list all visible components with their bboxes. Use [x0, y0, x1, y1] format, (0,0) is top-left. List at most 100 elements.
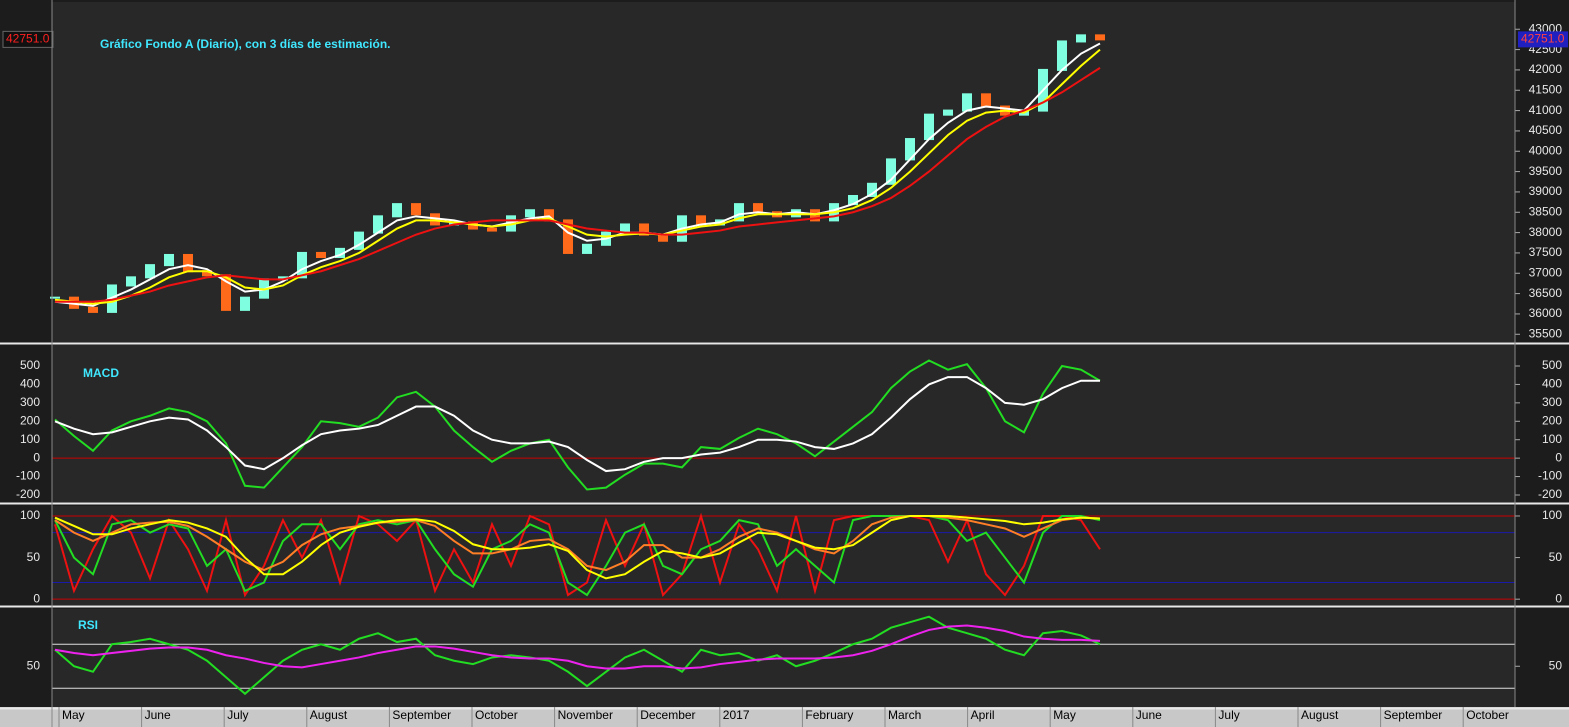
price-candle — [392, 203, 402, 218]
panel — [52, 345, 1515, 502]
price-candle — [981, 93, 991, 108]
series-line — [54, 624, 1101, 670]
last-value-box — [1518, 31, 1568, 48]
price-candle — [373, 215, 383, 234]
y-tick-label: -200 — [1538, 487, 1562, 501]
price-candle — [202, 270, 212, 277]
y-tick-label: 41000 — [1529, 103, 1563, 117]
price-candle — [297, 251, 307, 279]
panel-title: RSI — [78, 618, 98, 632]
price-candle — [848, 194, 858, 206]
y-tick-label: 38500 — [1529, 204, 1563, 218]
price-candle — [924, 113, 934, 141]
price-candle — [563, 219, 573, 254]
y-tick-label: 40500 — [1529, 123, 1563, 137]
x-tick-label: April — [971, 708, 995, 722]
panel — [52, 506, 1515, 605]
series-line — [54, 48, 1101, 305]
price-candle — [126, 276, 136, 287]
series-line — [54, 42, 1101, 307]
price-candle — [1057, 40, 1067, 71]
y-tick-label-left: 200 — [20, 413, 40, 427]
x-tick-label: August — [310, 708, 348, 722]
x-tick-label: August — [1301, 708, 1339, 722]
y-tick-label: 40000 — [1529, 143, 1563, 157]
panel-title: Gráfico Fondo A (Diario), con 3 días de … — [100, 37, 391, 51]
x-tick-label: 2017 — [723, 708, 750, 722]
price-candle — [335, 247, 345, 258]
price-candle — [582, 243, 592, 254]
x-tick-label: November — [558, 708, 613, 722]
y-tick-label-left: 400 — [20, 377, 40, 391]
y-tick-label: 0 — [1555, 450, 1562, 464]
price-candle — [696, 215, 706, 226]
y-tick-label-left: 0 — [33, 450, 40, 464]
x-tick-label: July — [227, 708, 248, 722]
series-line — [54, 514, 1101, 580]
x-tick-label: May — [62, 708, 85, 722]
y-tick-label: 500 — [1542, 358, 1562, 372]
price-candle — [1095, 34, 1105, 41]
y-tick-label-left: 100 — [20, 432, 40, 446]
price-candle — [962, 93, 972, 112]
price-candle — [791, 209, 801, 218]
x-tick-label: October — [475, 708, 518, 722]
y-tick-label: -100 — [1538, 469, 1562, 483]
y-tick-label-left: 50 — [27, 658, 41, 672]
price-candle — [867, 182, 877, 197]
price-candle — [50, 296, 60, 299]
x-tick-label: June — [1136, 708, 1162, 722]
panel — [52, 2, 1515, 342]
price-candle — [1076, 34, 1086, 43]
y-tick-label: 100 — [1542, 508, 1562, 522]
y-tick-label: 39000 — [1529, 184, 1563, 198]
y-tick-label: 37000 — [1529, 265, 1563, 279]
price-candle — [69, 296, 79, 309]
price-candle — [183, 253, 193, 273]
price-candle — [487, 227, 497, 232]
x-tick-label: September — [1384, 708, 1443, 722]
price-candle — [810, 209, 820, 222]
series-line — [54, 615, 1101, 696]
y-tick-label: 36500 — [1529, 286, 1563, 300]
y-tick-label: 0 — [1555, 591, 1562, 605]
panel-title: MACD — [83, 366, 119, 380]
y-tick-label: 200 — [1542, 413, 1562, 427]
price-candle — [449, 221, 459, 226]
price-candle — [164, 253, 174, 267]
x-tick-label: December — [640, 708, 695, 722]
last-value-label: 42751.0 — [1521, 32, 1565, 46]
y-tick-label: 38000 — [1529, 225, 1563, 239]
y-tick-label: 41500 — [1529, 82, 1563, 96]
price-candle — [753, 203, 763, 214]
price-candle — [221, 274, 231, 311]
y-tick-label: 42000 — [1529, 62, 1563, 76]
y-tick-label: 50 — [1549, 550, 1563, 564]
y-tick-label: 100 — [1542, 432, 1562, 446]
price-candle — [88, 306, 98, 313]
y-tick-label: 39500 — [1529, 164, 1563, 178]
x-tick-label: July — [1218, 708, 1239, 722]
x-tick-label: February — [805, 708, 853, 722]
y-tick-label-left: 100 — [20, 508, 40, 522]
price-candle — [525, 209, 535, 218]
y-tick-label-left: 500 — [20, 358, 40, 372]
series-line — [54, 376, 1100, 473]
y-tick-label: 36000 — [1529, 306, 1563, 320]
price-candle — [620, 223, 630, 234]
price-candle — [544, 209, 554, 222]
last-value-box — [2, 30, 54, 48]
price-candle — [240, 296, 250, 311]
y-tick-label-left: 300 — [20, 395, 40, 409]
y-tick-label-left: -100 — [16, 469, 40, 483]
y-tick-label: 37500 — [1529, 245, 1563, 259]
price-candle — [145, 264, 155, 279]
x-tick-label: September — [392, 708, 451, 722]
price-candle — [905, 138, 915, 161]
y-tick-label: 35500 — [1529, 326, 1563, 340]
y-tick-label-left: 50 — [27, 550, 41, 564]
y-tick-label: 50 — [1549, 658, 1563, 672]
y-tick-label-left: -200 — [16, 487, 40, 501]
price-candle — [354, 231, 364, 250]
